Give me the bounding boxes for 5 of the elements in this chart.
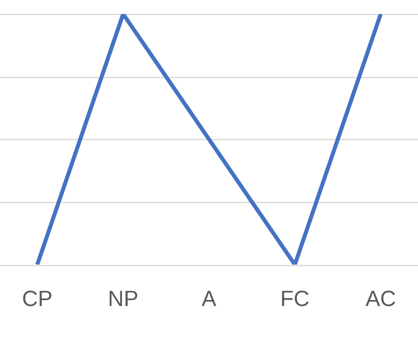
x-tick-label: NP	[108, 286, 138, 311]
x-tick-label: CP	[22, 286, 53, 311]
x-tick-label: AC	[365, 286, 396, 311]
x-tick-label: FC	[280, 286, 310, 311]
x-tick-label: A	[202, 286, 217, 311]
